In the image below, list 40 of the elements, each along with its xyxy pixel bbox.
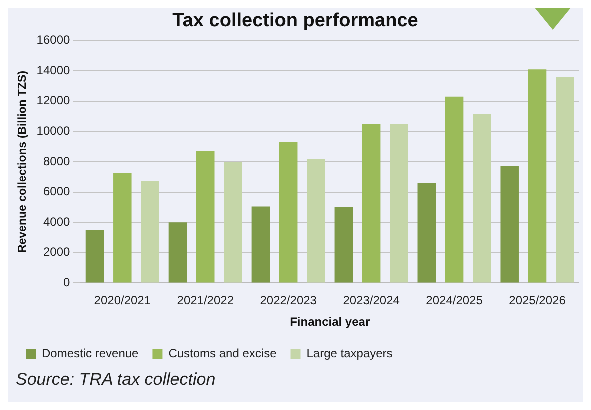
bar [196,151,215,283]
bar [500,166,519,283]
source-note: Source: TRA tax collection [15,370,217,390]
y-tick-label: 4000 [43,214,70,229]
x-tick-label: 2020/2021 [94,294,152,308]
y-tick-label: 2000 [43,245,70,260]
bar [390,124,408,283]
bar [114,173,132,283]
x-tick-label: 2022/2023 [260,294,318,308]
bar [141,180,160,283]
chart-title: Tax collection performance [172,10,418,32]
y-tick-label: 14000 [36,63,70,78]
x-tick-label: 2021/2022 [177,294,234,308]
y-axis-title: Revenue collections (Billion TZS) [17,70,30,254]
bar [307,158,326,283]
legend-label: Domestic revenue [42,346,140,360]
y-tick-label: 0 [63,276,70,290]
x-tick-label: 2025/2026 [509,294,566,308]
bar [418,183,436,283]
y-tick-label: 12000 [36,94,70,108]
y-tick-label: 8000 [43,154,70,168]
bar [445,96,464,283]
legend-label: Customs and excise [168,346,278,360]
bar [556,77,574,283]
bar [86,230,104,283]
bar [362,124,381,283]
bar [528,70,547,283]
y-tick-label: 16000 [36,33,70,48]
bar [252,206,270,283]
y-tick-label: 10000 [36,124,70,138]
x-tick-label: 2023/2024 [343,294,400,308]
bar [279,142,298,283]
y-tick-label: 6000 [43,184,70,199]
bar [334,207,354,283]
bar [473,114,492,283]
legend-label: Large taxpayers [306,346,393,360]
x-axis-title: Financial year [290,315,370,330]
bar [224,162,242,283]
bar [168,222,188,283]
x-tick-label: 2024/2025 [426,294,484,308]
